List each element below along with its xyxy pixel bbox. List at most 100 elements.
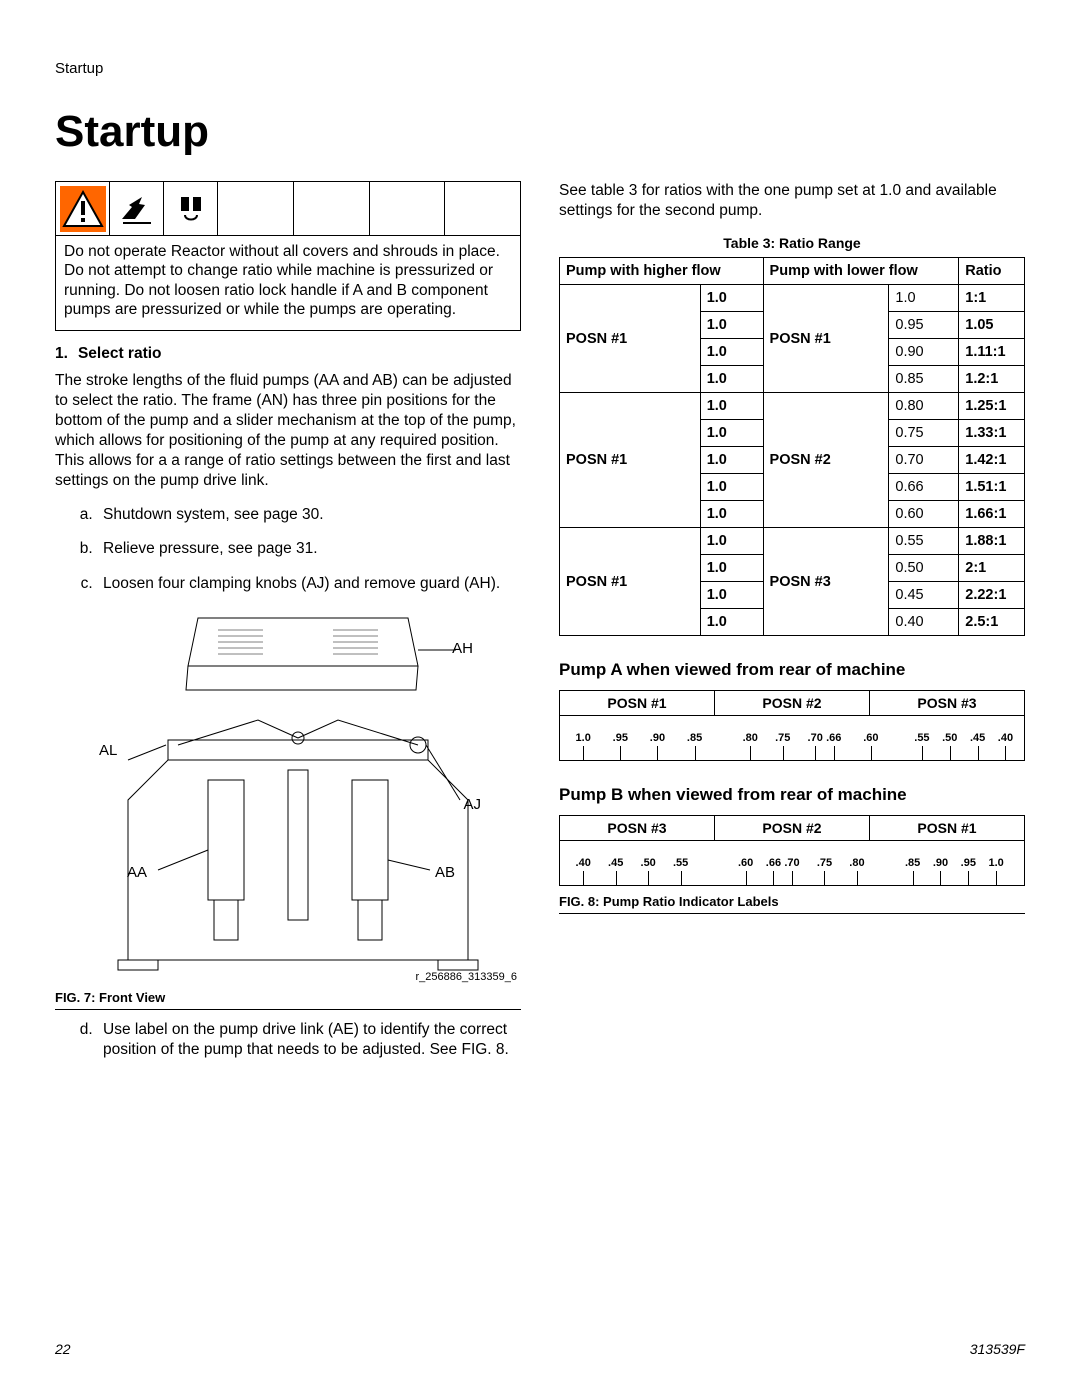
step-list-2: Use label on the pump drive link (AE) to… (55, 1020, 521, 1060)
pump-b-ruler: POSN #3 POSN #2 POSN #1 .40.45.50.55.60.… (559, 815, 1025, 886)
ruler-tick-label: .80 (743, 732, 758, 744)
ruler-tick-label: .95 (961, 857, 976, 869)
pump-a-scale: 1.0.95.90.85.80.75.70.66.60.55.50.45.40 (560, 716, 1024, 760)
ruler-tick (996, 871, 997, 885)
page-title: Startup (55, 107, 1025, 157)
ruler-tick (815, 746, 816, 760)
ratio-cell: 1:1 (959, 285, 1025, 312)
ruler-tick-label: 1.0 (989, 857, 1004, 869)
warning-triangle-icon (60, 186, 106, 232)
high-flow-cell: 1.0 (700, 447, 763, 474)
low-flow-cell: 0.70 (889, 447, 959, 474)
ruler-tick (746, 871, 747, 885)
ratio-cell: 1.33:1 (959, 420, 1025, 447)
ruler-tick-label: .50 (641, 857, 656, 869)
label-ab: AB (435, 864, 455, 881)
ruler-tick-label: .60 (863, 732, 878, 744)
warning-empty-cell-3 (370, 182, 446, 236)
low-flow-cell: 0.80 (889, 393, 959, 420)
ratio-cell: 1.51:1 (959, 474, 1025, 501)
high-flow-cell: 1.0 (700, 474, 763, 501)
figure-7: AH AL AJ AA AB r_256886_313359_6 FIG. 7:… (55, 610, 521, 1010)
high-flow-cell: 1.0 (700, 528, 763, 555)
ruler-tick (968, 871, 969, 885)
pump-b-heading: Pump B when viewed from rear of machine (559, 785, 1025, 805)
ruler-tick (681, 871, 682, 885)
low-flow-cell: 0.75 (889, 420, 959, 447)
step-list: Shutdown system, see page 30. Relieve pr… (55, 505, 521, 593)
ruler-tick-label: .66 (766, 857, 781, 869)
ruler-tick-label: .50 (942, 732, 957, 744)
table-3-caption: Table 3: Ratio Range (559, 235, 1025, 251)
right-intro: See table 3 for ratios with the one pump… (559, 181, 1025, 221)
ruler-tick (1005, 746, 1006, 760)
ratio-cell: 1.05 (959, 312, 1025, 339)
ruler-tick (857, 871, 858, 885)
ratio-cell: 1.42:1 (959, 447, 1025, 474)
ruler-tick (648, 871, 649, 885)
warning-triangle-icon-cell (56, 182, 110, 236)
pump-b-posn-2: POSN #2 (714, 816, 869, 841)
ruler-tick (950, 746, 951, 760)
high-flow-cell: 1.0 (700, 339, 763, 366)
pump-b-posn-3: POSN #1 (869, 816, 1024, 841)
ruler-tick-label: .60 (738, 857, 753, 869)
ruler-tick-label: 1.0 (576, 732, 591, 744)
pump-a-posn-row: POSN #1 POSN #2 POSN #3 (560, 691, 1024, 716)
warning-empty-cell-2 (294, 182, 370, 236)
ruler-tick-label: .75 (775, 732, 790, 744)
ruler-tick-label: .66 (826, 732, 841, 744)
high-flow-cell: 1.0 (700, 393, 763, 420)
right-column: See table 3 for ratios with the one pump… (559, 181, 1025, 1076)
label-aa: AA (127, 864, 147, 881)
ruler-tick (583, 871, 584, 885)
low-flow-cell: 0.45 (889, 582, 959, 609)
left-column: Do not operate Reactor without all cover… (55, 181, 521, 1076)
section-title: Select ratio (78, 345, 162, 362)
posn-low-cell: POSN #2 (763, 393, 889, 528)
low-flow-cell: 1.0 (889, 285, 959, 312)
high-flow-cell: 1.0 (700, 285, 763, 312)
th-ratio: Ratio (959, 258, 1025, 285)
low-flow-cell: 0.55 (889, 528, 959, 555)
ruler-tick (783, 746, 784, 760)
front-view-illustration (55, 610, 521, 990)
ruler-tick-label: .80 (849, 857, 864, 869)
ratio-cell: 2:1 (959, 555, 1025, 582)
impact-hazard-icon (117, 189, 157, 229)
label-aj: AJ (463, 796, 481, 813)
posn-low-cell: POSN #1 (763, 285, 889, 393)
ruler-tick (583, 746, 584, 760)
doc-number: 313539F (970, 1341, 1025, 1357)
low-flow-cell: 0.60 (889, 501, 959, 528)
ratio-cell: 2.5:1 (959, 609, 1025, 636)
figure-8-caption: FIG. 8: Pump Ratio Indicator Labels (559, 894, 1025, 914)
running-head: Startup (55, 60, 1025, 77)
ruler-tick (792, 871, 793, 885)
high-flow-cell: 1.0 (700, 420, 763, 447)
ruler-tick-label: .95 (613, 732, 628, 744)
ratio-cell: 1.11:1 (959, 339, 1025, 366)
ruler-tick-label: .40 (576, 857, 591, 869)
label-al: AL (99, 742, 117, 759)
ruler-tick-label: .55 (914, 732, 929, 744)
high-flow-cell: 1.0 (700, 312, 763, 339)
ruler-tick (834, 746, 835, 760)
page-footer: 22 313539F (55, 1341, 1025, 1357)
ruler-tick-label: .45 (608, 857, 623, 869)
pump-a-posn-3: POSN #3 (869, 691, 1024, 716)
ruler-tick (940, 871, 941, 885)
ratio-cell: 1.88:1 (959, 528, 1025, 555)
th-high: Pump with higher flow (560, 258, 764, 285)
page-number: 22 (55, 1341, 71, 1357)
ruler-tick-label: .70 (784, 857, 799, 869)
ruler-tick (978, 746, 979, 760)
label-ah: AH (452, 640, 473, 657)
warning-icon-row (56, 182, 520, 236)
pump-a-heading: Pump A when viewed from rear of machine (559, 660, 1025, 680)
ruler-tick-label: .70 (808, 732, 823, 744)
pump-a-posn-1: POSN #1 (560, 691, 714, 716)
high-flow-cell: 1.0 (700, 555, 763, 582)
ruler-tick-label: .85 (905, 857, 920, 869)
figure-7-caption: FIG. 7: Front View (55, 990, 165, 1005)
